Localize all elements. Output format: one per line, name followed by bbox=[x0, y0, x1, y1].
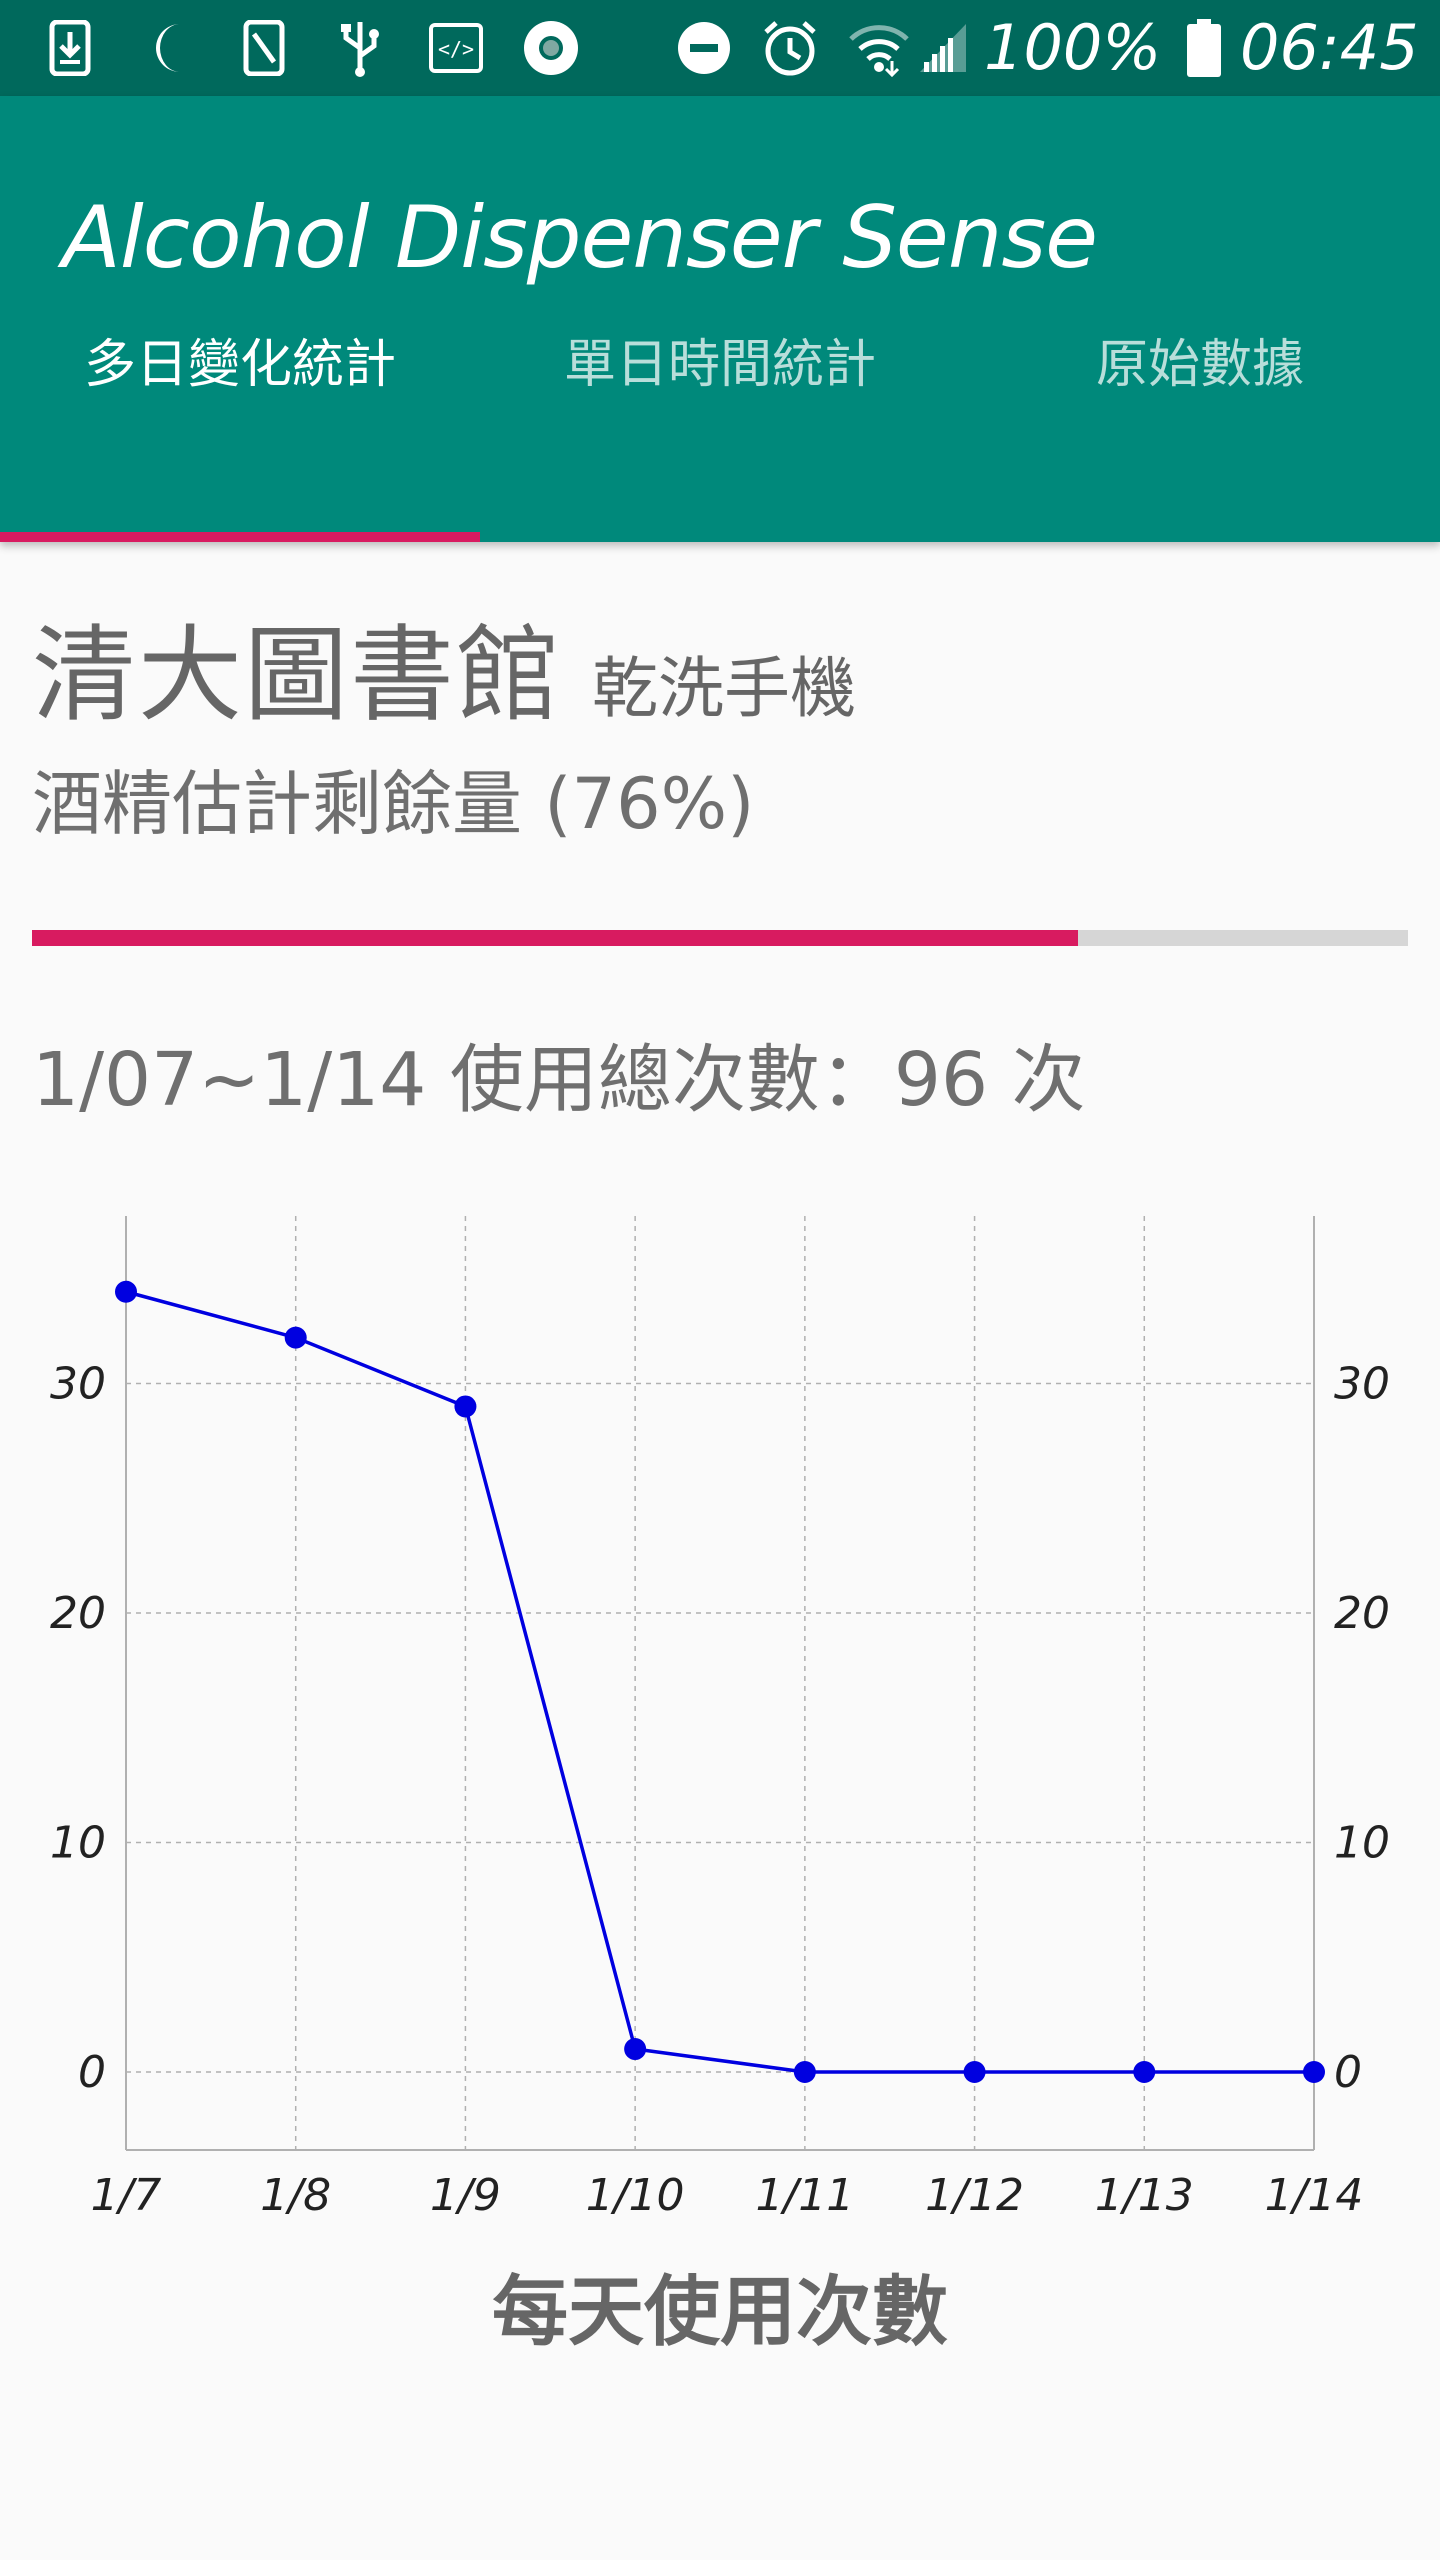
do-not-disturb-icon bbox=[676, 22, 732, 74]
x-tick-label: 1/10 bbox=[586, 2170, 685, 2221]
y-tick-label-left: 20 bbox=[50, 1588, 106, 1639]
y-tick-label-left: 0 bbox=[78, 2047, 106, 2098]
chart-title: 每天使用次數 bbox=[492, 2267, 948, 2356]
moon-icon bbox=[148, 22, 196, 74]
usb-icon bbox=[336, 22, 384, 77]
data-point bbox=[963, 2060, 986, 2083]
app-bar: Alcohol Dispenser Sense bbox=[0, 96, 1440, 542]
x-tick-label: 1/8 bbox=[260, 2170, 331, 2221]
alarm-icon bbox=[760, 21, 820, 76]
data-point bbox=[284, 1326, 307, 1349]
code-icon: </> bbox=[428, 22, 484, 74]
data-point bbox=[793, 2060, 816, 2083]
x-tick-label: 1/13 bbox=[1095, 2170, 1194, 2221]
status-bar: </> 100% 06:45 bbox=[0, 0, 1440, 96]
download-icon bbox=[46, 20, 94, 76]
data-point bbox=[454, 1395, 477, 1418]
data-point bbox=[1303, 2060, 1325, 2083]
y-tick-label-right: 0 bbox=[1334, 2047, 1362, 2098]
signal-icon bbox=[918, 22, 968, 74]
location-heading: 清大圖書館 乾洗手機 bbox=[32, 590, 856, 741]
tab-multi-day[interactable]: 多日變化統計 bbox=[0, 310, 480, 446]
clock: 06:45 bbox=[1240, 11, 1419, 84]
remaining-progress-fill bbox=[32, 930, 1078, 946]
tab-label: 原始數據 bbox=[1095, 335, 1304, 395]
x-tick-label: 1/7 bbox=[91, 2170, 162, 2221]
tab-indicator bbox=[0, 532, 480, 542]
device-name: 乾洗手機 bbox=[592, 650, 857, 727]
wifi-icon bbox=[848, 22, 910, 77]
usage-total-text: 1/07~1/14 使用總次數：96 次 bbox=[32, 1037, 1086, 1123]
remaining-progress-bar bbox=[32, 930, 1408, 946]
phone-icon bbox=[240, 20, 288, 76]
remaining-text: 酒精估計剩餘量 (76%) bbox=[32, 763, 755, 845]
tab-label: 單日時間統計 bbox=[563, 335, 876, 395]
y-tick-label-left: 30 bbox=[50, 1359, 106, 1410]
data-point bbox=[115, 1280, 137, 1303]
record-icon bbox=[522, 21, 580, 75]
x-tick-label: 1/12 bbox=[925, 2170, 1024, 2221]
tab-single-day[interactable]: 單日時間統計 bbox=[480, 310, 960, 446]
daily-usage-chart: 0 0 10 10 20 20 30 30 1/7 1/8 1/9 1/10 1/11 1/12 1/13 1… bbox=[50, 1216, 1390, 2221]
app-title: Alcohol Dispenser Sense bbox=[62, 188, 1098, 288]
x-tick-label: 1/11 bbox=[755, 2170, 854, 2221]
data-point bbox=[1133, 2060, 1156, 2083]
y-tick-label-right: 10 bbox=[1334, 1817, 1390, 1868]
y-tick-label-right: 30 bbox=[1334, 1359, 1390, 1410]
y-tick-label-left: 10 bbox=[50, 1817, 106, 1868]
battery-icon bbox=[1186, 19, 1222, 77]
series-line bbox=[125, 1290, 1314, 2074]
location-name: 清大圖書館 bbox=[32, 614, 563, 736]
x-tick-label: 1/14 bbox=[1265, 2170, 1364, 2221]
tab-label: 多日變化統計 bbox=[83, 335, 396, 395]
x-tick-label: 1/9 bbox=[430, 2170, 501, 2221]
y-tick-label-right: 20 bbox=[1334, 1588, 1390, 1639]
data-point bbox=[624, 2038, 647, 2061]
tab-raw-data[interactable]: 原始數據 bbox=[960, 310, 1440, 446]
svg-text:</>: </> bbox=[438, 37, 474, 61]
battery-percentage: 100% bbox=[984, 11, 1162, 84]
